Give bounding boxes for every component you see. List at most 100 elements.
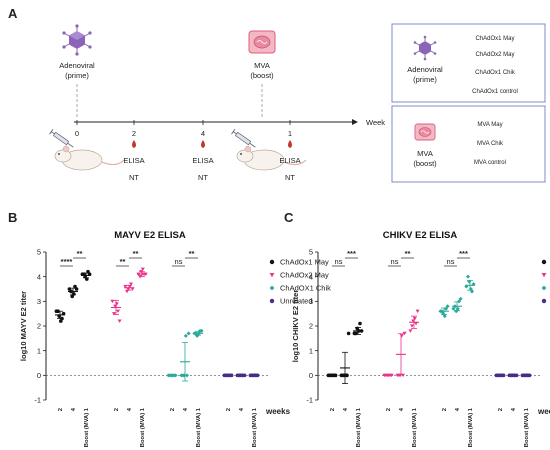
data-point — [346, 331, 351, 336]
legend-marker — [269, 273, 275, 278]
assay-nt-3: NT — [285, 173, 295, 182]
data-point — [138, 275, 142, 279]
box2-item-2: MVA Chik — [477, 141, 504, 147]
chikv-elisa-chart: CHIKV E2 ELISA -1 0 1 2 3 4 5 log10 CHIKV E2 tit… — [291, 230, 550, 447]
y-tick-label: 0 — [309, 371, 313, 380]
panel-letter-b: B — [8, 210, 17, 225]
data-point — [411, 319, 416, 323]
chart-title: MAYV E2 ELISA — [114, 230, 186, 241]
data-point — [113, 304, 118, 309]
data-point — [110, 299, 115, 304]
box1-item-2: ChAdOx2 May — [475, 52, 514, 58]
significance-label: ** — [133, 249, 139, 258]
data-point — [129, 282, 133, 286]
mva-icon — [414, 123, 436, 141]
data-point — [123, 284, 128, 289]
prime-label-2: (prime) — [65, 71, 89, 80]
data-point — [59, 319, 63, 323]
x-tick-label: 4 — [127, 407, 133, 411]
significance-label: ** — [120, 257, 126, 266]
x-axis-unit-label: weeks — [537, 407, 550, 416]
significance-label: ** — [77, 249, 83, 258]
data-point — [401, 373, 405, 378]
legend-marker — [541, 285, 547, 291]
x-tick-label: 4 — [455, 407, 461, 411]
x-tick-label: 2 — [386, 408, 392, 411]
x-tick-label: Boost (MVA) 1 — [196, 407, 202, 447]
x-tick-label: 2 — [330, 408, 336, 411]
y-tick-label: -1 — [306, 396, 313, 405]
panel-letter-a: A — [8, 6, 18, 21]
data-point — [114, 302, 119, 306]
box1-label-2: (prime) — [413, 75, 437, 84]
assay-elisa-3: ELISA — [279, 156, 300, 165]
box1-label-1: Adenoviral — [407, 65, 443, 74]
x-tick-label: Boost (MVA) 1 — [412, 407, 418, 447]
data-point — [457, 299, 461, 304]
mouse-icon — [54, 145, 125, 171]
data-point — [181, 373, 185, 378]
box1-item-3: ChAdOx1 Chik — [475, 70, 516, 76]
y-tick-label: 0 — [37, 371, 41, 380]
significance-label: *** — [347, 249, 356, 258]
legend-label: ChAdOx2 May — [280, 271, 329, 280]
boost-label-2: (boost) — [250, 71, 274, 80]
x-tick-label: Boost (MVA) 1 — [524, 407, 530, 447]
boost-label-1: MVA — [254, 61, 270, 70]
blood-drop-icon — [201, 140, 205, 148]
box2-item-3: MVA control — [474, 160, 506, 166]
data-point — [412, 317, 417, 321]
x-tick-label: 2 — [58, 408, 64, 411]
x-tick-label: Boost (MVA) 1 — [140, 407, 146, 447]
data-point — [185, 373, 189, 378]
x-tick-label: 2 — [442, 408, 448, 411]
data-point — [451, 306, 456, 311]
data-point — [354, 331, 358, 336]
legend-label: Unrelated — [280, 297, 313, 306]
data-point — [125, 289, 129, 294]
significance-label: ns — [391, 257, 399, 266]
legend-label: ChAdOx1 May — [280, 258, 329, 267]
x-tick-label: 4 — [239, 407, 245, 411]
timepoint-4: 4 — [201, 129, 205, 138]
data-point — [445, 304, 450, 309]
y-tick-label: 3 — [309, 297, 313, 306]
significance-label: **** — [61, 257, 73, 266]
legend-marker — [541, 259, 547, 265]
data-point — [458, 296, 463, 301]
data-point — [112, 312, 116, 316]
data-point — [139, 270, 144, 274]
assay-nt-1: NT — [129, 173, 139, 182]
chart-title: CHIKV E2 ELISA — [383, 230, 458, 241]
data-point — [454, 309, 459, 314]
x-tick-label: 4 — [511, 407, 517, 411]
legend-marker — [541, 298, 547, 304]
y-axis-label: log10 CHIKV E2 titer — [291, 290, 300, 363]
y-tick-label: 5 — [37, 248, 41, 257]
data-point — [468, 287, 473, 291]
mouse-icon — [236, 145, 307, 171]
adenovirus-icon — [62, 24, 92, 56]
data-point — [183, 333, 188, 338]
x-tick-label: 4 — [399, 407, 405, 411]
data-point — [85, 277, 89, 281]
data-point — [199, 328, 204, 333]
box2-label-1: MVA — [417, 149, 433, 158]
data-point — [442, 314, 447, 319]
mva-icon — [248, 30, 276, 54]
data-point — [444, 306, 448, 311]
data-point — [56, 309, 60, 314]
legend-marker — [541, 273, 547, 278]
data-point — [402, 331, 407, 336]
significance-label: ns — [335, 257, 343, 266]
y-tick-label: 4 — [37, 272, 41, 281]
y-tick-label: -1 — [34, 396, 41, 405]
data-point — [116, 309, 120, 313]
prime-label-1: Adenoviral — [59, 61, 95, 70]
x-tick-label: 4 — [71, 407, 77, 411]
timepoint-1: 1 — [288, 129, 292, 138]
data-point — [186, 331, 191, 336]
significance-label: ns — [175, 257, 183, 266]
box1-item-1: ChAdOx1 May — [475, 36, 514, 42]
